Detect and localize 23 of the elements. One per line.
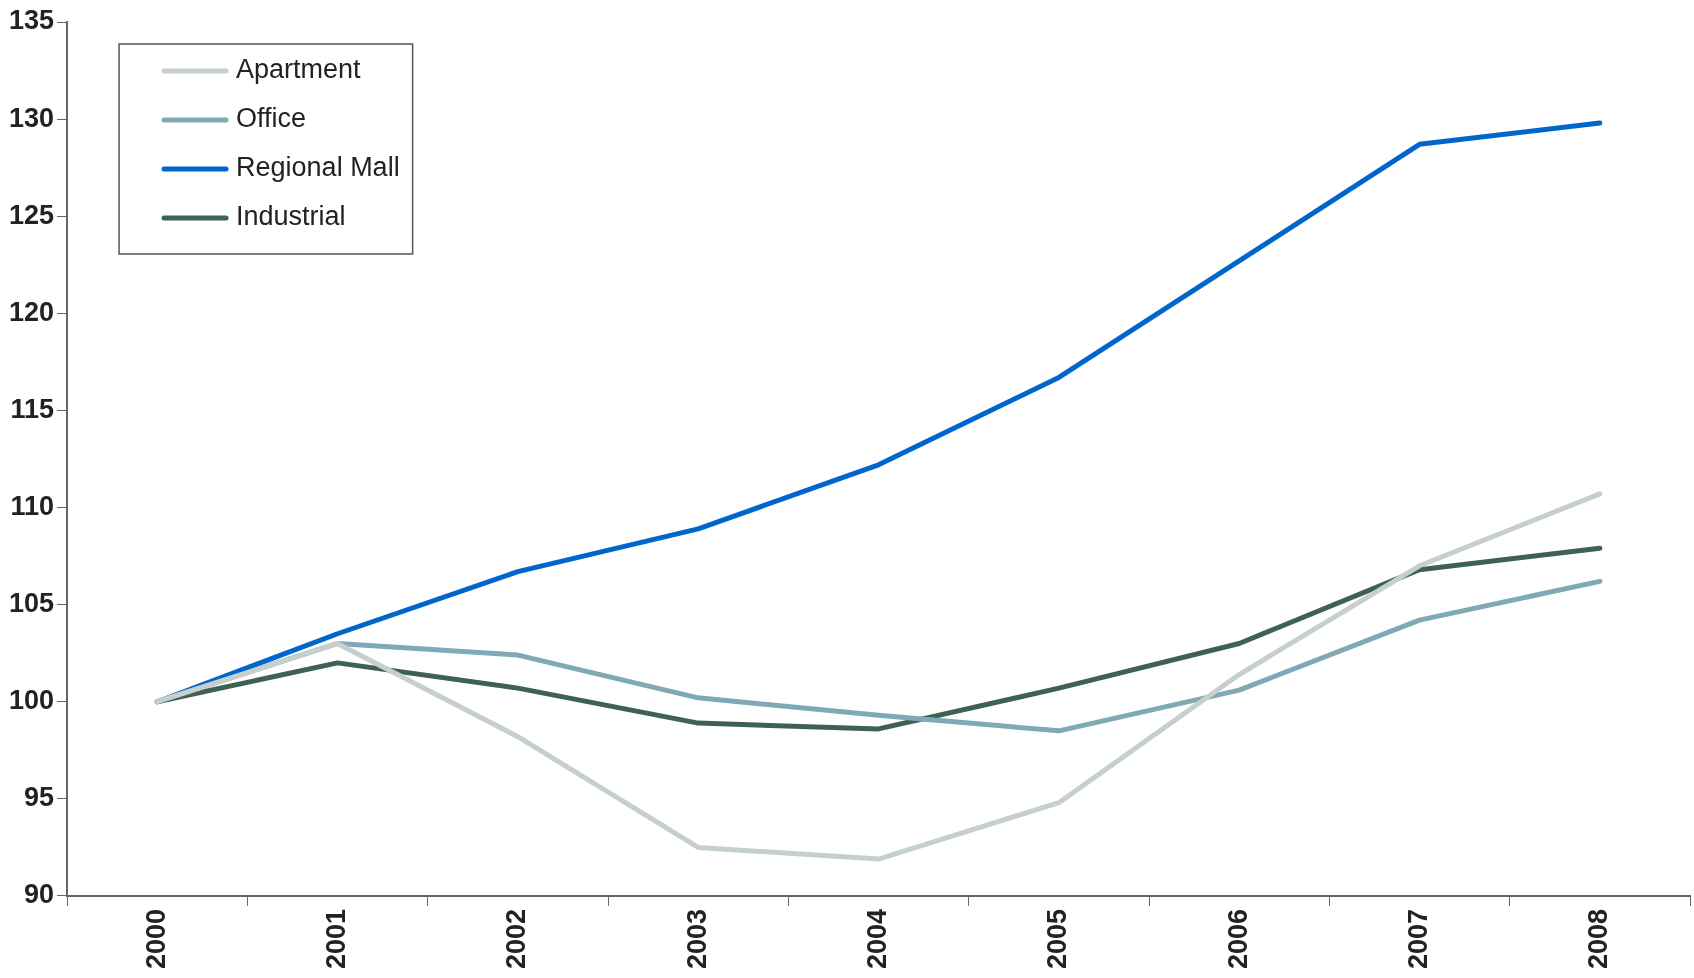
y-tick-label: 120 bbox=[8, 296, 55, 327]
y-tick-label: 90 bbox=[24, 879, 55, 910]
x-tick-label: 2004 bbox=[861, 908, 892, 970]
legend-label: Apartment bbox=[236, 54, 362, 85]
x-tick-label: 2006 bbox=[1222, 908, 1253, 970]
y-tick-label: 115 bbox=[10, 393, 55, 424]
x-tick-label: 2007 bbox=[1402, 908, 1433, 970]
x-tick-label: 2001 bbox=[320, 908, 351, 970]
y-tick-label: 100 bbox=[8, 685, 55, 716]
x-tick-label: 2008 bbox=[1583, 908, 1614, 970]
legend-label: Industrial bbox=[236, 201, 346, 232]
y-tick-label: 110 bbox=[10, 490, 55, 521]
x-tick-label: 2000 bbox=[140, 908, 171, 970]
y-tick-label: 95 bbox=[24, 782, 55, 813]
y-tick-label: 130 bbox=[8, 102, 55, 133]
x-tick-label: 2002 bbox=[501, 908, 532, 970]
y-tick-label: 125 bbox=[8, 199, 55, 230]
y-tick-label: 105 bbox=[8, 588, 55, 619]
x-tick-label: 2003 bbox=[681, 908, 712, 970]
legend-label: Office bbox=[236, 103, 307, 134]
x-tick-label: 2005 bbox=[1042, 908, 1073, 970]
legend-label: Regional Mall bbox=[236, 152, 400, 183]
y-tick-label: 135 bbox=[8, 5, 55, 36]
